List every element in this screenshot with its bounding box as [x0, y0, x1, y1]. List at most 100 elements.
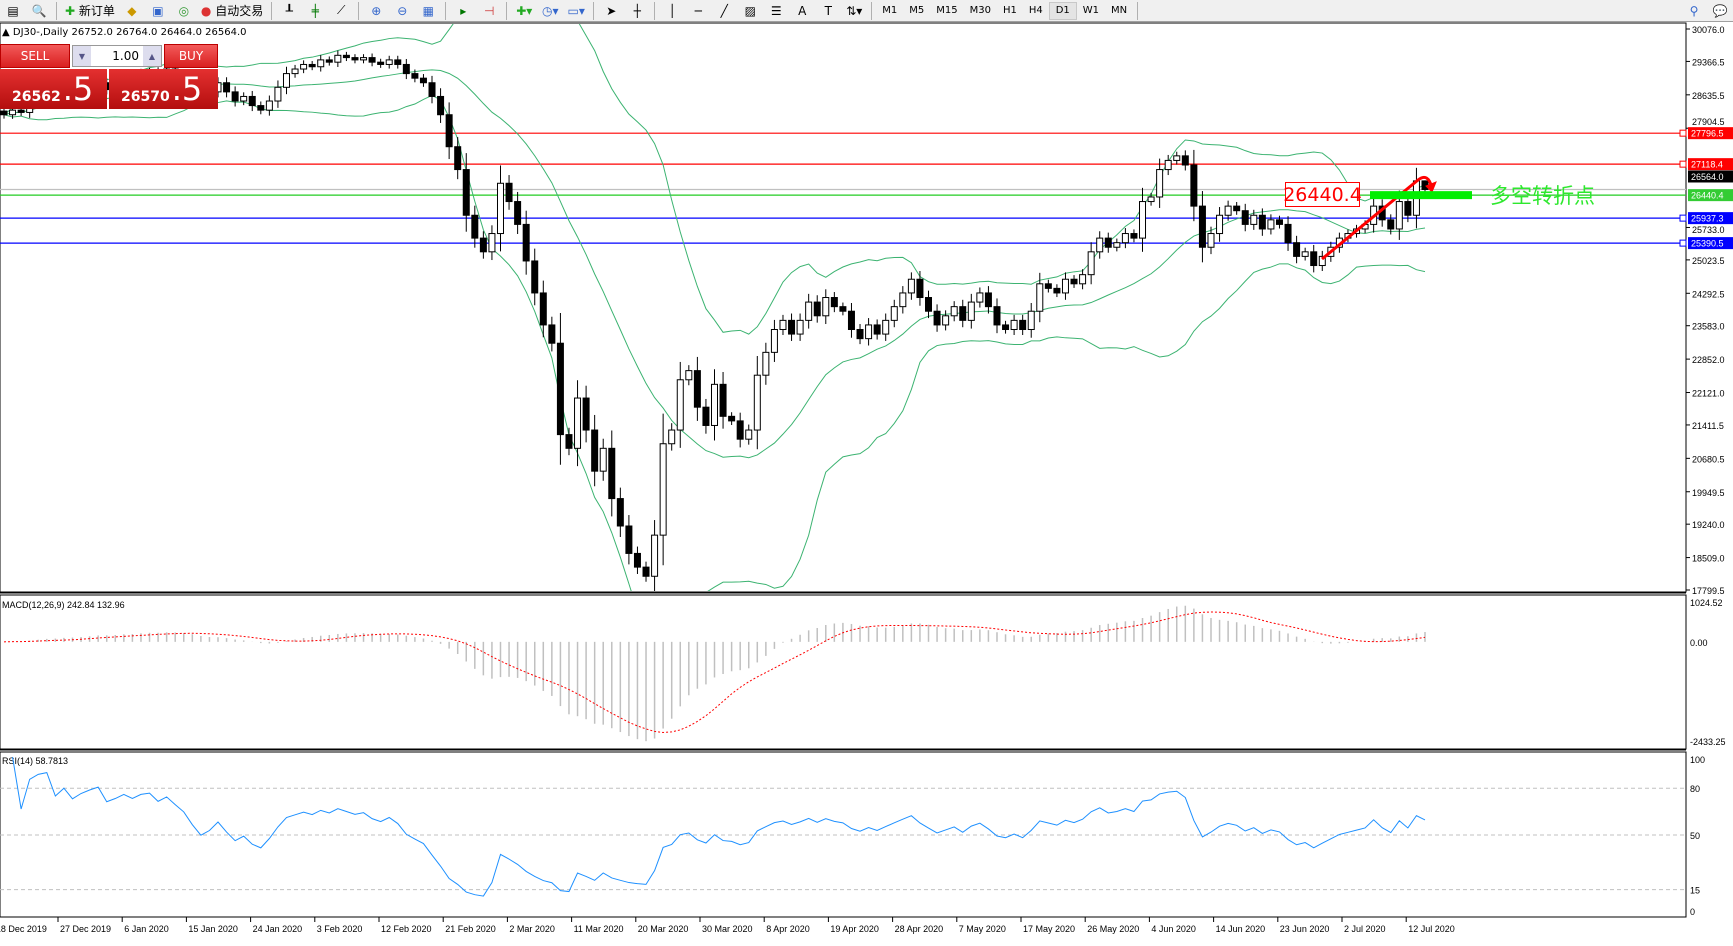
candle [1113, 238, 1121, 252]
timeframe-m5[interactable]: M5 [909, 5, 925, 16]
chat-icon[interactable]: 💬 [1712, 3, 1728, 18]
auto-trading-icon: ● [200, 3, 212, 18]
candle-body [1156, 169, 1164, 198]
chart-shift-icon[interactable]: ⊣ [484, 3, 495, 18]
candle-body [1198, 205, 1206, 248]
candle-body [1061, 278, 1069, 294]
price-tag-label: 25937.3 [1691, 214, 1724, 224]
decrease-lot-icon[interactable]: ▼ [73, 46, 91, 66]
timeframe-w1[interactable]: W1 [1082, 5, 1100, 16]
periods-icon[interactable]: ◷▾ [541, 3, 559, 18]
timeframe-m1[interactable]: M1 [882, 5, 898, 16]
candle-body [702, 406, 710, 426]
cursor-icon[interactable]: ➤ [606, 3, 617, 18]
candle [1061, 272, 1069, 300]
collapse-icon[interactable]: ▲ [2, 27, 10, 38]
text-icon[interactable]: A [798, 3, 807, 18]
candle [394, 55, 402, 69]
sell-price[interactable]: 26562.5 [0, 69, 107, 109]
candle-body [1404, 201, 1412, 216]
buy-price[interactable]: 26570.5 [109, 69, 218, 109]
candle [847, 302, 855, 338]
price-annotation-label[interactable]: 26440.4 [1283, 182, 1362, 207]
horizontal-line-icon[interactable]: ─ [694, 3, 702, 18]
buy-button[interactable]: BUY [164, 44, 218, 68]
lot-stepper[interactable]: ▼ ▲ [72, 45, 162, 67]
candle [1121, 228, 1129, 249]
candle-body [856, 329, 864, 340]
x-tick-label: 14 Jun 2020 [1216, 924, 1266, 934]
candle [976, 287, 984, 308]
fibonacci-icon[interactable]: ☰ [770, 3, 782, 18]
x-tick-label: 28 Apr 2020 [895, 924, 944, 934]
timeframe-h1[interactable]: H1 [1002, 5, 1017, 16]
channel-icon[interactable]: ▨ [744, 3, 756, 18]
candle-body [291, 68, 299, 75]
candle [360, 54, 368, 64]
increase-lot-icon[interactable]: ▲ [143, 46, 161, 66]
x-tick-label: 6 Jan 2020 [124, 924, 169, 934]
navigator-icon[interactable]: ▣ [152, 3, 164, 18]
timeframe-m30[interactable]: M30 [969, 5, 991, 16]
candle-body [899, 292, 907, 308]
search-icon[interactable]: ⚲ [1689, 3, 1699, 18]
text-label-icon[interactable]: T [824, 3, 832, 18]
turning-point-annotation[interactable]: 多空转折点 [1490, 184, 1595, 208]
new-order-button[interactable]: ✚ 新订单 [63, 1, 117, 21]
timeframe-d1[interactable]: D1 [1048, 1, 1077, 20]
signals-icon[interactable]: ◎ [178, 3, 190, 18]
auto-trading-button[interactable]: ● 自动交易 [199, 1, 265, 21]
candle [1198, 191, 1206, 263]
candle [582, 385, 590, 443]
candle [556, 313, 564, 465]
candle [642, 561, 650, 582]
candle [599, 438, 607, 481]
candle [1173, 151, 1181, 165]
candle [428, 75, 436, 104]
templates-icon[interactable]: ▭▾ [567, 3, 585, 18]
metaeditor-icon[interactable]: ◆ [127, 3, 137, 18]
timeframe-m15[interactable]: M15 [936, 5, 958, 16]
candle [574, 380, 582, 467]
arrows-icon[interactable]: ⇅▾ [846, 3, 863, 18]
candlestick-icon[interactable]: ╪ [311, 3, 319, 18]
candle [984, 286, 992, 314]
tile-windows-icon[interactable]: ▦ [422, 3, 434, 18]
candle-body [334, 54, 342, 63]
sell-button[interactable]: SELL [0, 44, 70, 68]
candle-body [342, 54, 350, 59]
rsi-line [12, 756, 1426, 897]
candle-body [736, 420, 744, 440]
rsi-y-label: 50 [1690, 831, 1700, 841]
candle [514, 191, 522, 234]
trendline-icon[interactable]: ╱ [720, 3, 728, 18]
line-chart-icon[interactable]: ⟋ [337, 3, 346, 17]
price-tag-label: 26564.0 [1691, 172, 1724, 182]
new-chart-icon[interactable]: ▤ [7, 3, 19, 18]
vertical-line-icon[interactable]: │ [668, 3, 676, 18]
indicators-icon[interactable]: ✚▾ [516, 3, 533, 18]
bar-chart-icon[interactable]: ┸ [285, 3, 293, 18]
timeframe-mn[interactable]: MN [1111, 5, 1128, 16]
candle [1070, 275, 1078, 288]
candle [1190, 149, 1198, 222]
zoom-in-icon[interactable]: ⊕ [371, 3, 382, 18]
candle-body [805, 301, 813, 321]
macd-header: MACD(12,26,9) 242.84 132.96 [2, 600, 125, 610]
candle-body [1121, 233, 1129, 244]
candle-body [711, 383, 718, 426]
zoom-out-icon[interactable]: ⊖ [397, 3, 408, 18]
autoscroll-icon[interactable]: ▸ [460, 3, 467, 18]
timeframe-h4[interactable]: H4 [1028, 5, 1043, 16]
candle-body [873, 324, 881, 335]
profiles-icon[interactable]: 🔍 [31, 3, 47, 18]
candle-body [308, 63, 316, 68]
buy-price-main: 26570 [121, 89, 170, 105]
y-tick-label: 23583.0 [1692, 322, 1725, 332]
candle-body [950, 306, 958, 317]
candle-body [265, 100, 273, 111]
y-tick-label: 25733.0 [1692, 225, 1725, 235]
lot-input[interactable] [91, 49, 143, 63]
crosshair-icon[interactable]: ┼ [633, 3, 641, 18]
